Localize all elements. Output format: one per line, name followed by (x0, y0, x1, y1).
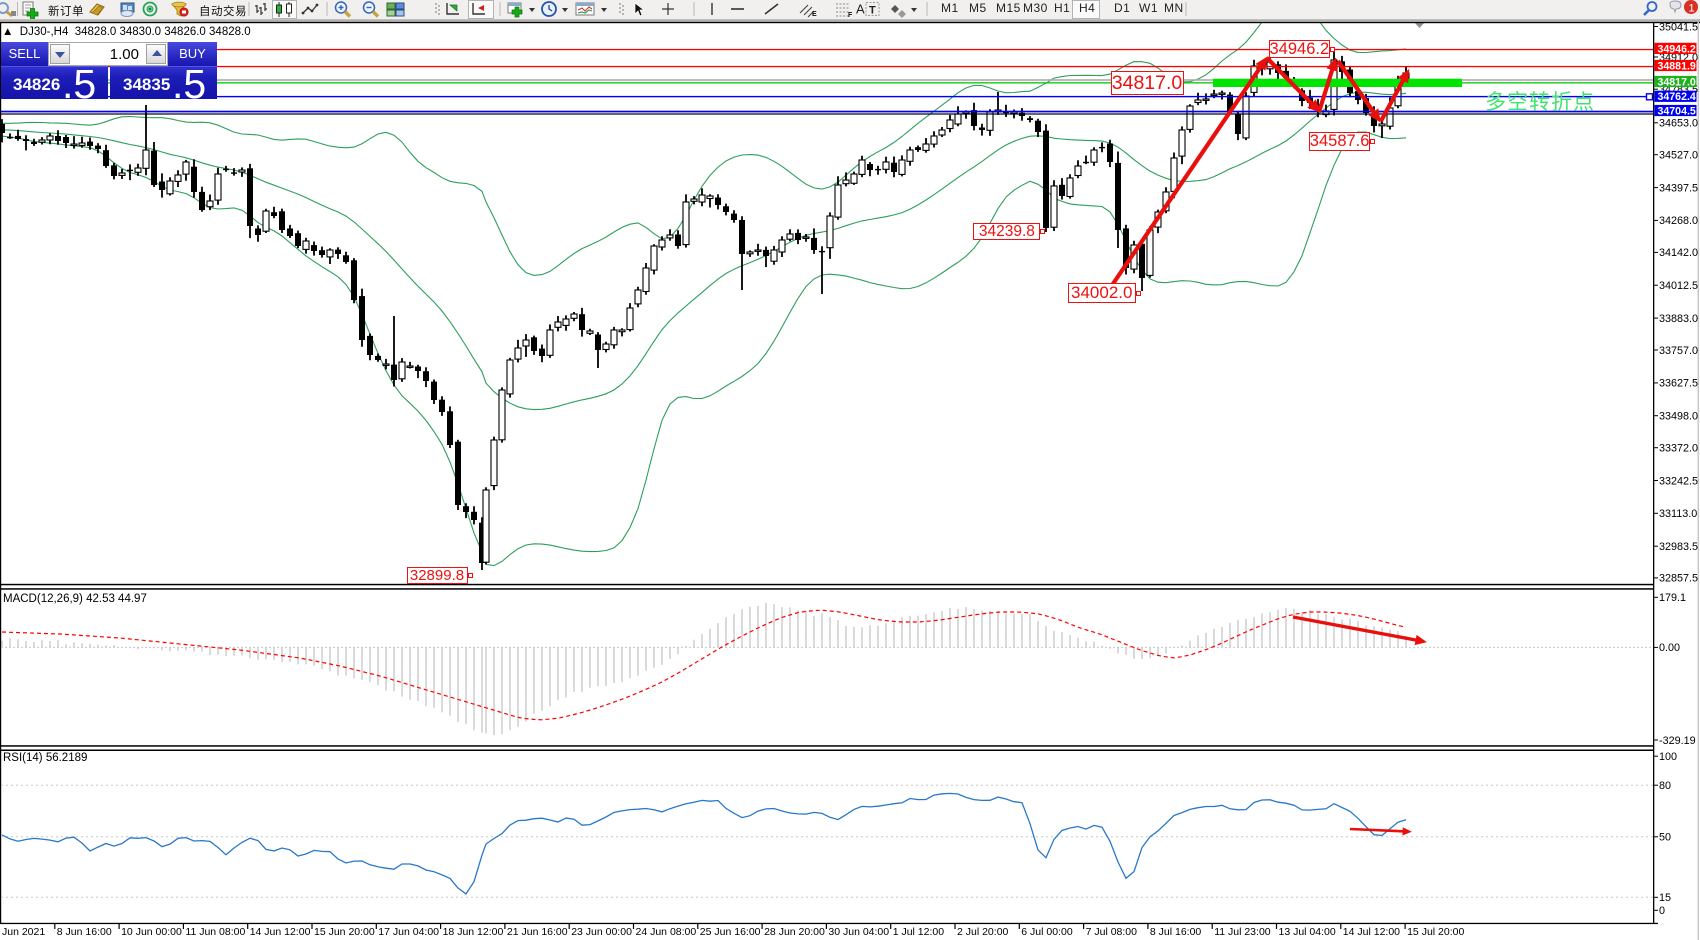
svg-text:34397.5: 34397.5 (1659, 182, 1698, 194)
svg-text:28 Jun 20:00: 28 Jun 20:00 (764, 926, 825, 938)
svg-text:21 Jun 16:00: 21 Jun 16:00 (507, 926, 568, 938)
svg-text:E: E (812, 11, 817, 18)
svg-text:33113.0: 33113.0 (1659, 508, 1697, 520)
svg-text:2 Jul 20:00: 2 Jul 20:00 (957, 926, 1009, 938)
svg-text:17 Jun 04:00: 17 Jun 04:00 (378, 926, 439, 938)
svg-text:34762.4: 34762.4 (1658, 91, 1696, 103)
svg-text:100: 100 (1659, 751, 1677, 763)
svg-text:25 Jun 16:00: 25 Jun 16:00 (700, 926, 761, 938)
svg-text:34142.0: 34142.0 (1659, 247, 1698, 259)
svg-text:179.1: 179.1 (1659, 592, 1686, 604)
svg-text:7 Jul 08:00: 7 Jul 08:00 (1086, 926, 1138, 938)
svg-text:34946.2: 34946.2 (1658, 43, 1696, 55)
svg-text:80: 80 (1659, 780, 1671, 792)
svg-text:1 Jul 12:00: 1 Jul 12:00 (893, 926, 945, 938)
svg-text:33627.5: 33627.5 (1659, 378, 1698, 390)
svg-text:34881.9: 34881.9 (1658, 60, 1696, 72)
svg-text:10 Jun 00:00: 10 Jun 00:00 (121, 926, 182, 938)
svg-text:34817.0: 34817.0 (1658, 76, 1696, 88)
svg-text:Jun 2021: Jun 2021 (2, 926, 45, 938)
svg-text:34704.5: 34704.5 (1658, 105, 1696, 117)
svg-text:15: 15 (1659, 892, 1671, 904)
svg-text:8 Jul 16:00: 8 Jul 16:00 (1150, 926, 1202, 938)
svg-text:F: F (848, 12, 853, 19)
svg-text:T: T (869, 5, 876, 17)
svg-text:11 Jun 08:00: 11 Jun 08:00 (185, 926, 245, 938)
svg-text:13 Jul 04:00: 13 Jul 04:00 (1279, 926, 1336, 938)
svg-text:32857.5: 32857.5 (1659, 573, 1698, 585)
svg-text:8 Jun 16:00: 8 Jun 16:00 (57, 926, 112, 938)
svg-text:33498.0: 33498.0 (1659, 411, 1698, 423)
svg-text:1: 1 (1689, 3, 1695, 15)
svg-text:A: A (856, 2, 865, 17)
svg-text:34268.0: 34268.0 (1659, 215, 1698, 227)
svg-text:18 Jun 12:00: 18 Jun 12:00 (443, 926, 504, 938)
svg-text:35041.5: 35041.5 (1659, 21, 1698, 33)
svg-text:15 Jul 20:00: 15 Jul 20:00 (1407, 926, 1464, 938)
svg-text:33883.0: 33883.0 (1659, 313, 1698, 325)
svg-text:-329.19: -329.19 (1659, 735, 1696, 747)
svg-text:33242.5: 33242.5 (1659, 475, 1698, 487)
svg-text:14 Jul 12:00: 14 Jul 12:00 (1343, 926, 1400, 938)
svg-text:34653.0: 34653.0 (1659, 118, 1698, 130)
svg-text:33372.0: 33372.0 (1659, 443, 1698, 455)
svg-text:34527.0: 34527.0 (1659, 150, 1698, 162)
svg-text:23 Jun 00:00: 23 Jun 00:00 (571, 926, 632, 938)
svg-text:0.00: 0.00 (1659, 642, 1680, 654)
svg-text:30 Jun 04:00: 30 Jun 04:00 (828, 926, 889, 938)
svg-text:24 Jun 08:00: 24 Jun 08:00 (636, 926, 697, 938)
svg-text:34012.5: 34012.5 (1659, 280, 1698, 292)
svg-text:11 Jul 23:00: 11 Jul 23:00 (1214, 926, 1271, 938)
svg-text:15 Jun 20:00: 15 Jun 20:00 (314, 926, 375, 938)
svg-text:0: 0 (1659, 905, 1665, 917)
svg-text:50: 50 (1659, 832, 1671, 844)
svg-text:6 Jul 00:00: 6 Jul 00:00 (1021, 926, 1073, 938)
svg-text:14 Jun 12:00: 14 Jun 12:00 (250, 926, 311, 938)
svg-text:32983.5: 32983.5 (1659, 541, 1698, 553)
svg-text:33757.0: 33757.0 (1659, 345, 1698, 357)
